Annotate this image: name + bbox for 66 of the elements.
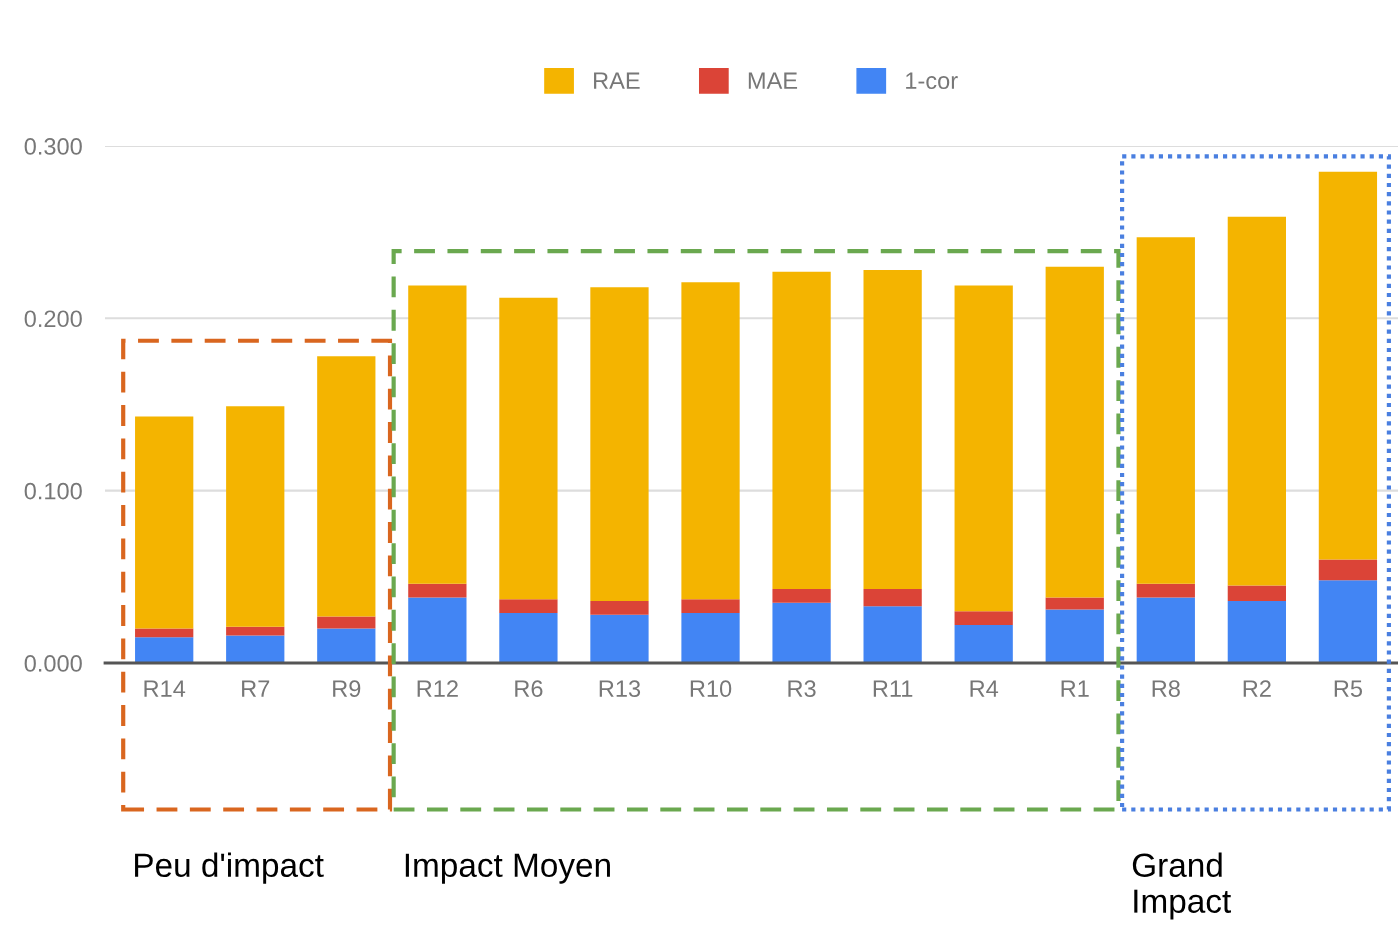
bar [681, 613, 740, 663]
bar [408, 285, 467, 584]
legend-label: MAE [748, 72, 798, 89]
bar [1227, 585, 1286, 601]
bar [499, 599, 558, 614]
bar [1045, 597, 1104, 610]
bar [499, 297, 558, 600]
bar [863, 270, 922, 589]
bar [1136, 597, 1195, 663]
bar [317, 616, 376, 629]
bar [226, 635, 285, 663]
bar [1136, 583, 1195, 598]
x-tick-label: R13 [599, 680, 641, 698]
y-tick-label: 0.200 [24, 310, 82, 328]
x-tick-label: R3 [788, 680, 816, 698]
bar [1136, 237, 1195, 584]
bar [226, 626, 285, 636]
bar [772, 588, 831, 603]
bar [590, 614, 649, 663]
bar [226, 406, 285, 627]
bar [1045, 609, 1104, 663]
bar [772, 602, 831, 663]
text: Peu d'impact [135, 852, 324, 884]
bar [1045, 266, 1104, 598]
bar [135, 637, 194, 663]
x-tick-label: R5 [1334, 680, 1363, 698]
x-tick-label: R14 [144, 680, 186, 697]
bar [317, 356, 376, 617]
bar [590, 600, 649, 615]
text: Impact Moyen [405, 853, 610, 884]
bar [772, 271, 831, 589]
bar [954, 611, 1013, 626]
bar [863, 588, 922, 607]
y-tick-label: 0.300 [24, 138, 82, 155]
y-tick-label: 0.100 [24, 482, 82, 500]
bar [1227, 600, 1286, 663]
x-tick-label: R1 [1061, 680, 1089, 697]
bar [1318, 580, 1378, 663]
x-tick-label: R7 [242, 680, 270, 697]
legend-label: 1-cor [906, 72, 958, 90]
x-tick-label: R12 [417, 680, 458, 697]
x-tick-label: R6 [515, 680, 543, 698]
bar [954, 285, 1013, 612]
bar [1318, 171, 1378, 560]
bar [681, 282, 740, 600]
x-tick-label: R10 [690, 680, 732, 698]
bar [499, 613, 558, 663]
bar [681, 599, 740, 614]
bar [408, 583, 467, 598]
bar [1318, 559, 1378, 581]
bar [1227, 216, 1286, 586]
bar [954, 625, 1013, 663]
bar [408, 597, 467, 663]
bar [135, 628, 194, 638]
y-tick-label: 0.000 [24, 655, 82, 672]
text: Grand Impact [1132, 852, 1231, 920]
bar [135, 416, 194, 629]
x-tick-label: R4 [970, 680, 999, 697]
bar [863, 606, 922, 663]
legend-label: RAE [594, 72, 640, 89]
bar [590, 287, 649, 601]
bar [317, 628, 376, 663]
x-tick-label: R11 [873, 680, 913, 697]
x-tick-label: R9 [333, 680, 361, 698]
x-tick-label: R2 [1243, 680, 1271, 697]
x-tick-label: R8 [1152, 680, 1180, 698]
